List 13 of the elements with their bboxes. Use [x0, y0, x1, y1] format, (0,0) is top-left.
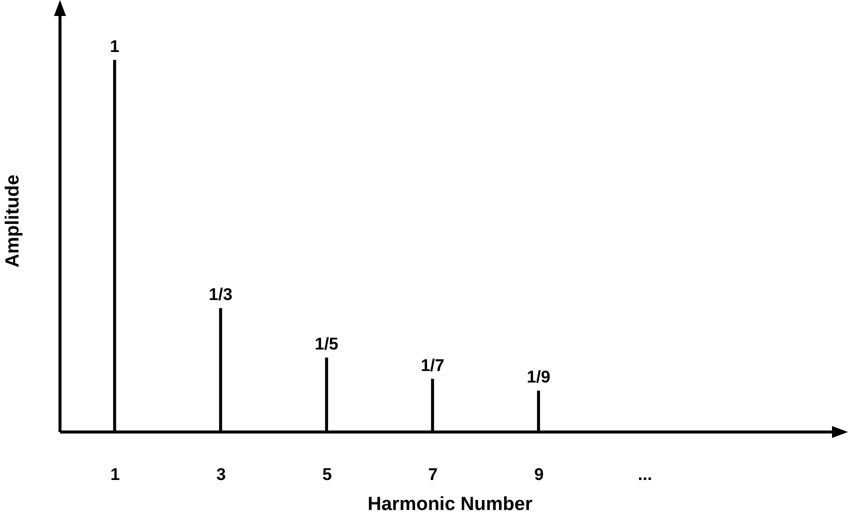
data-label: 1/7 — [420, 356, 444, 375]
data-label: 1/3 — [208, 285, 232, 304]
data-label: 1 — [110, 36, 120, 56]
x-tick-label: ... — [638, 465, 652, 484]
y-axis-title: Amplitude — [2, 174, 24, 268]
data-label: 1/9 — [526, 368, 550, 387]
x-tick-label: 1 — [110, 465, 120, 484]
x-tick-label: 5 — [322, 465, 332, 484]
data-label: 1/5 — [314, 334, 338, 354]
x-tick-label: 7 — [428, 465, 438, 484]
x-tick-label: 9 — [534, 465, 544, 484]
x-tick-label: 3 — [216, 465, 226, 484]
x-axis-title: Harmonic Number — [368, 494, 533, 515]
